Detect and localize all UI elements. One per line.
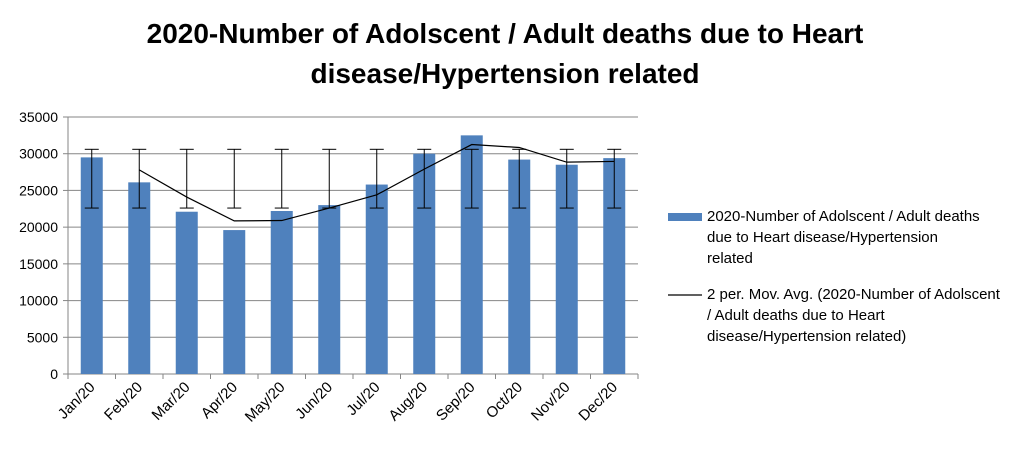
x-tick-label: Nov/20 bbox=[528, 379, 574, 425]
x-tick-label: Feb/20 bbox=[101, 379, 146, 424]
bar bbox=[508, 159, 531, 374]
y-tick-label: 30000 bbox=[19, 146, 58, 162]
bar bbox=[603, 158, 626, 374]
x-tick-label: Dec/20 bbox=[575, 379, 621, 425]
y-tick-label: 25000 bbox=[19, 182, 58, 198]
y-tick-label: 15000 bbox=[19, 256, 58, 272]
y-tick-label: 0 bbox=[50, 366, 58, 382]
bar bbox=[460, 135, 483, 374]
y-tick-label: 35000 bbox=[19, 109, 58, 125]
bar bbox=[555, 164, 578, 374]
chart-title: 2020-Number of Adolscent / Adult deaths … bbox=[146, 18, 864, 89]
bar bbox=[413, 153, 436, 374]
y-tick-label: 20000 bbox=[19, 219, 58, 235]
y-tick-label: 10000 bbox=[19, 293, 58, 309]
legend-label: 2 per. Mov. Avg. (2020-Number of Adolsce… bbox=[707, 286, 1000, 345]
bar bbox=[128, 182, 151, 374]
x-tick-label: May/20 bbox=[242, 379, 289, 426]
bar bbox=[223, 230, 246, 374]
x-tick-label: Apr/20 bbox=[198, 379, 241, 422]
x-tick-label: Sep/20 bbox=[433, 379, 479, 425]
legend-label: 2020-Number of Adolscent / Adult deaths … bbox=[707, 208, 980, 267]
x-tick-label: Oct/20 bbox=[483, 379, 526, 422]
legend-swatch bbox=[668, 213, 702, 221]
bar bbox=[365, 184, 388, 374]
x-tick-label: Aug/20 bbox=[385, 379, 431, 425]
x-tick-label: Mar/20 bbox=[149, 379, 194, 424]
y-tick-label: 5000 bbox=[27, 329, 58, 345]
x-tick-label: Jan/20 bbox=[55, 379, 99, 423]
x-tick-label: Jul/20 bbox=[343, 379, 383, 419]
bar bbox=[175, 211, 198, 374]
bar bbox=[80, 157, 103, 374]
x-tick-label: Jun/20 bbox=[292, 379, 336, 423]
bar bbox=[270, 210, 293, 374]
bar bbox=[318, 205, 341, 374]
